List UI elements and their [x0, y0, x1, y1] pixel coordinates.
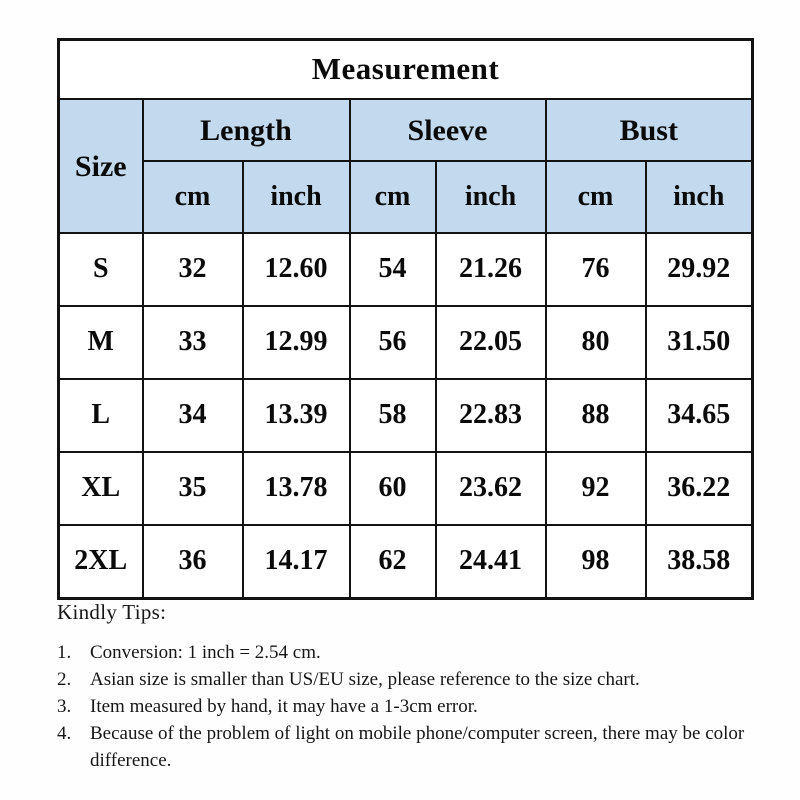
table-title-row: Measurement	[57, 38, 754, 100]
length-inch-value: 12.99	[241, 305, 351, 380]
tip-text: Asian size is smaller than US/EU size, p…	[90, 669, 640, 690]
tip-number: 1.	[57, 642, 72, 663]
length-group-header: Length	[141, 98, 351, 162]
tip-text: Because of the problem of light on mobil…	[90, 723, 745, 771]
length-cm-value: 35	[141, 451, 244, 526]
sleeve-inch-value: 22.83	[434, 378, 547, 453]
length-inch-value: 14.17	[241, 524, 351, 600]
size-label: M	[57, 305, 144, 380]
size-label: 2XL	[57, 524, 144, 600]
sleeve-cm-value: 60	[348, 451, 437, 526]
sleeve-cm-value: 62	[348, 524, 437, 600]
bust-inch-value: 34.65	[644, 378, 754, 453]
sleeve-cm-header: cm	[348, 160, 437, 234]
sleeve-inch-value: 23.62	[434, 451, 547, 526]
length-cm-value: 36	[141, 524, 244, 600]
tips-heading: Kindly Tips:	[57, 600, 167, 624]
length-inch-value: 13.78	[241, 451, 351, 526]
size-column-header: Size	[57, 98, 144, 234]
measurement-table: Measurement Size Length Sleeve Bust cm i…	[57, 38, 755, 600]
bust-group-header: Bust	[544, 98, 754, 162]
bust-inch-value: 31.50	[644, 305, 754, 380]
tip-text: Item measured by hand, it may have a 1-3…	[90, 696, 478, 717]
bust-inch-header: inch	[644, 160, 754, 234]
bust-cm-value: 88	[544, 378, 647, 453]
bust-cm-value: 80	[544, 305, 647, 380]
size-label: XL	[57, 451, 144, 526]
bust-cm-value: 76	[544, 232, 647, 307]
tip-number: 3.	[57, 696, 72, 717]
table-row-l: L 34 13.39 58 22.83 88 34.65	[57, 378, 754, 453]
length-inch-header: inch	[241, 160, 351, 234]
tip-item-3: 3. Item measured by hand, it may have a …	[57, 693, 757, 720]
bust-cm-value: 98	[544, 524, 647, 600]
sleeve-cm-value: 54	[348, 232, 437, 307]
bust-cm-header: cm	[544, 160, 647, 234]
length-inch-value: 12.60	[241, 232, 351, 307]
length-cm-value: 34	[141, 378, 244, 453]
length-cm-value: 32	[141, 232, 244, 307]
tip-text: Conversion: 1 inch = 2.54 cm.	[90, 642, 321, 663]
tip-number: 2.	[57, 669, 72, 690]
bust-cm-value: 92	[544, 451, 647, 526]
table-row-m: M 33 12.99 56 22.05 80 31.50	[57, 305, 754, 380]
tip-item-2: 2. Asian size is smaller than US/EU size…	[57, 666, 757, 693]
table-title: Measurement	[57, 38, 754, 100]
size-label: L	[57, 378, 144, 453]
tip-number: 4.	[57, 723, 72, 744]
bust-inch-value: 38.58	[644, 524, 754, 600]
bust-inch-value: 36.22	[644, 451, 754, 526]
sleeve-cm-value: 58	[348, 378, 437, 453]
table-row-s: S 32 12.60 54 21.26 76 29.92	[57, 232, 754, 307]
kindly-tips-section: Kindly Tips: 1. Conversion: 1 inch = 2.5…	[57, 600, 757, 774]
group-header-row: Size Length Sleeve Bust	[57, 98, 754, 234]
sleeve-group-header: Sleeve	[348, 98, 547, 162]
bust-inch-value: 29.92	[644, 232, 754, 307]
size-label: S	[57, 232, 144, 307]
sleeve-inch-header: inch	[434, 160, 547, 234]
table-row-xl: XL 35 13.78 60 23.62 92 36.22	[57, 451, 754, 526]
tip-item-4: 4. Because of the problem of light on mo…	[57, 720, 757, 774]
unit-header-row: cm inch cm inch cm inch	[59, 160, 754, 234]
sleeve-cm-value: 56	[348, 305, 437, 380]
length-inch-value: 13.39	[241, 378, 351, 453]
sleeve-inch-value: 22.05	[434, 305, 547, 380]
length-cm-value: 33	[141, 305, 244, 380]
length-cm-header: cm	[141, 160, 244, 234]
tip-item-1: 1. Conversion: 1 inch = 2.54 cm.	[57, 639, 757, 666]
table-row-2xl: 2XL 36 14.17 62 24.41 98 38.58	[57, 524, 754, 600]
sleeve-inch-value: 21.26	[434, 232, 547, 307]
sleeve-inch-value: 24.41	[434, 524, 547, 600]
